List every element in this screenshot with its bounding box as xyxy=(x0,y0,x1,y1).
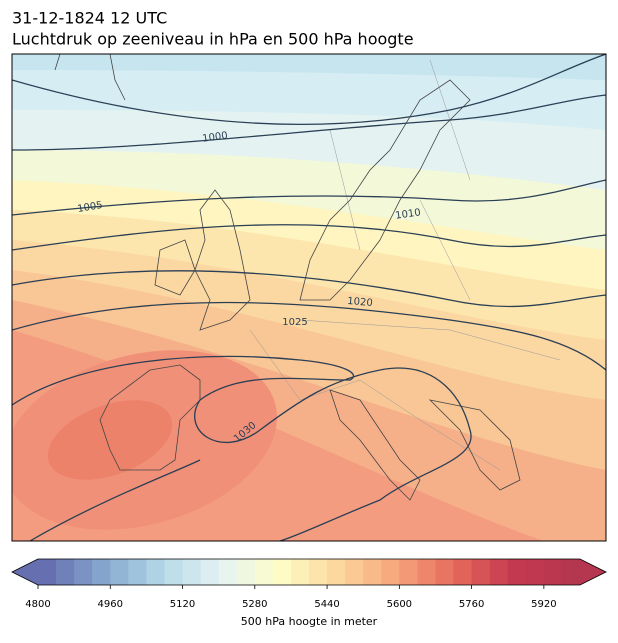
colorbar-segment xyxy=(254,559,274,585)
colorbar-segment xyxy=(363,559,382,585)
colorbar-segment xyxy=(525,559,545,585)
map-title: Luchtdruk op zeeniveau in hPa en 500 hPa… xyxy=(12,30,414,49)
colorbar-outline xyxy=(11,558,607,586)
colorbar-extend-low xyxy=(12,559,38,585)
contour-label: 1020 xyxy=(347,296,373,309)
map-frame xyxy=(11,53,607,542)
map: 1000 1005 1010 1020 1025 1030 xyxy=(12,54,606,541)
colorbar-segment xyxy=(128,559,147,585)
colorbar-segment xyxy=(435,559,455,585)
colorbar-label: 500 hPa hoogte in meter xyxy=(241,615,378,628)
colorbar-segment xyxy=(327,559,346,585)
colorbar-segment xyxy=(561,559,581,585)
valid-time: 31-12-1824 12 UTC xyxy=(12,9,167,28)
colorbar-segment xyxy=(146,559,165,585)
colorbar: 4800 4960 5120 5280 5440 5600 5760 5920 xyxy=(11,558,607,610)
colorbar-segment xyxy=(290,559,310,585)
colorbar-segment xyxy=(489,559,509,585)
colorbar-extend-high xyxy=(580,559,606,585)
colorbar-segment xyxy=(200,559,220,585)
colorbar-tick-label: 4800 xyxy=(25,599,50,610)
colorbar-segment xyxy=(92,559,111,585)
colorbar-segment xyxy=(182,559,202,585)
contour-label: 1025 xyxy=(282,317,307,328)
colorbar-segment xyxy=(507,559,527,585)
colorbar-segment xyxy=(74,559,93,585)
colorbar-segment xyxy=(417,559,436,585)
colorbar-segment xyxy=(110,559,129,585)
colorbar-segment xyxy=(236,559,256,585)
colorbar-segment xyxy=(381,559,400,585)
colorbar-segment xyxy=(38,559,57,585)
colorbar-segment xyxy=(543,559,563,585)
colorbar-segment xyxy=(345,559,364,585)
colorbar-segment xyxy=(56,559,75,585)
colorbar-tick-label: 5120 xyxy=(170,599,195,610)
colorbar-tick-label: 5280 xyxy=(242,599,267,610)
colorbar-segment xyxy=(272,559,292,585)
contour-label: 1010 xyxy=(395,207,422,221)
colorbar-segment xyxy=(309,559,328,585)
colorbar-segment xyxy=(164,559,184,585)
colorbar-segment xyxy=(453,559,473,585)
colorbar-tick-label: 5600 xyxy=(387,599,412,610)
colorbar-tick-label: 5440 xyxy=(314,599,339,610)
colorbar-tick-label: 4960 xyxy=(98,599,123,610)
contour-label: 1000 xyxy=(202,130,229,144)
colorbar-tick-label: 5920 xyxy=(531,599,556,610)
colorbar-segment xyxy=(218,559,238,585)
colorbar-tick-label: 5760 xyxy=(459,599,484,610)
contour-label: 1005 xyxy=(77,200,104,215)
colorbar-segment xyxy=(399,559,418,585)
colorbar-segment xyxy=(471,559,491,585)
